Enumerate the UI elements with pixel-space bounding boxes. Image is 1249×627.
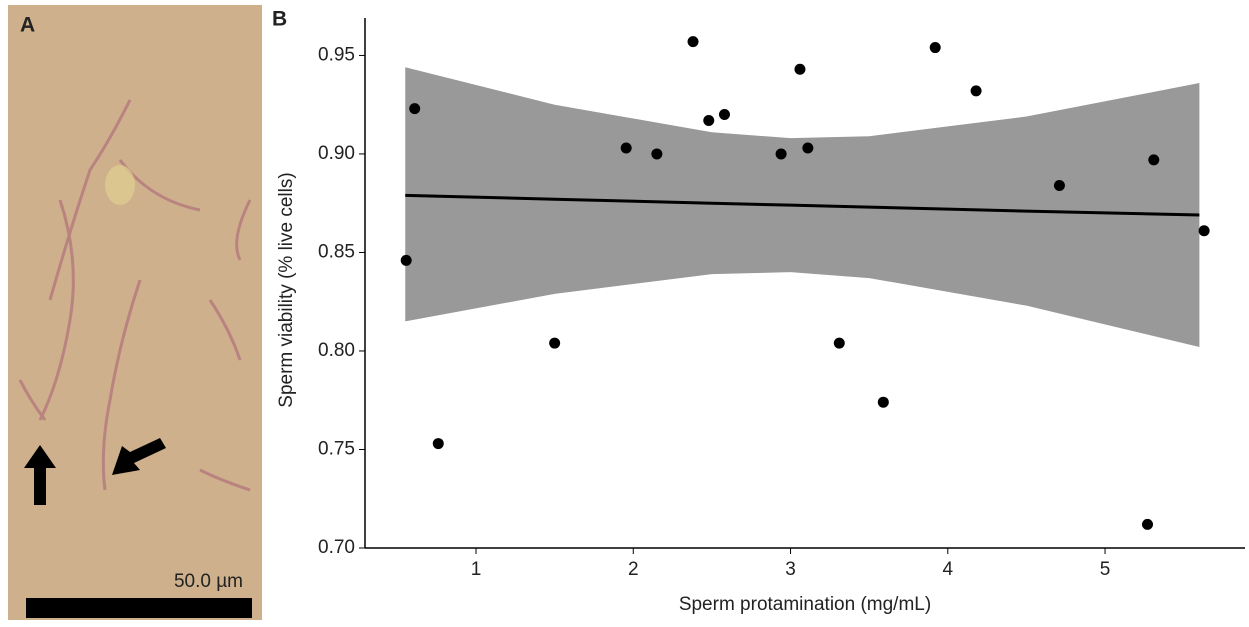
data-point xyxy=(877,396,889,408)
x-tick-label: 1 xyxy=(471,559,482,580)
data-point xyxy=(620,142,632,154)
y-axis-label: Sperm viability (% live cells) xyxy=(276,172,297,407)
panel-label: A xyxy=(20,14,35,37)
data-point xyxy=(703,114,715,126)
data-point xyxy=(802,142,814,154)
x-tick-label: 4 xyxy=(942,559,953,580)
data-point xyxy=(1198,225,1210,237)
x-tick-label: 2 xyxy=(628,559,639,580)
data-point xyxy=(775,148,787,160)
data-point xyxy=(432,438,444,450)
data-point xyxy=(1148,154,1160,166)
x-tick-label: 5 xyxy=(1100,559,1111,580)
data-point xyxy=(929,42,941,54)
y-tick-label: 0.90 xyxy=(318,143,355,164)
data-point xyxy=(970,85,982,97)
data-point xyxy=(687,36,699,48)
data-point xyxy=(400,254,412,266)
data-point xyxy=(549,337,561,349)
y-tick-label: 0.80 xyxy=(318,340,355,361)
y-tick-label: 0.70 xyxy=(318,537,355,558)
data-point xyxy=(833,337,845,349)
y-tick-label: 0.75 xyxy=(318,439,355,460)
data-point xyxy=(794,63,806,75)
panel-label: B xyxy=(272,8,287,31)
micrograph-background xyxy=(8,5,262,620)
data-point xyxy=(409,103,421,115)
data-point xyxy=(651,148,663,160)
fit-line xyxy=(405,193,1200,217)
data-point xyxy=(1142,518,1154,530)
micrograph: A 50.0 µm xyxy=(8,5,262,620)
scale-bar-label: 50.0 µm xyxy=(174,571,243,592)
data-point xyxy=(718,109,730,121)
x-tick-label: 3 xyxy=(785,559,796,580)
y-tick-label: 0.95 xyxy=(318,44,355,65)
x-axis-label: Sperm protamination (mg/mL) xyxy=(679,594,931,615)
confidence-band xyxy=(405,67,1200,348)
data-point xyxy=(1053,179,1065,191)
y-tick-label: 0.85 xyxy=(318,241,355,262)
